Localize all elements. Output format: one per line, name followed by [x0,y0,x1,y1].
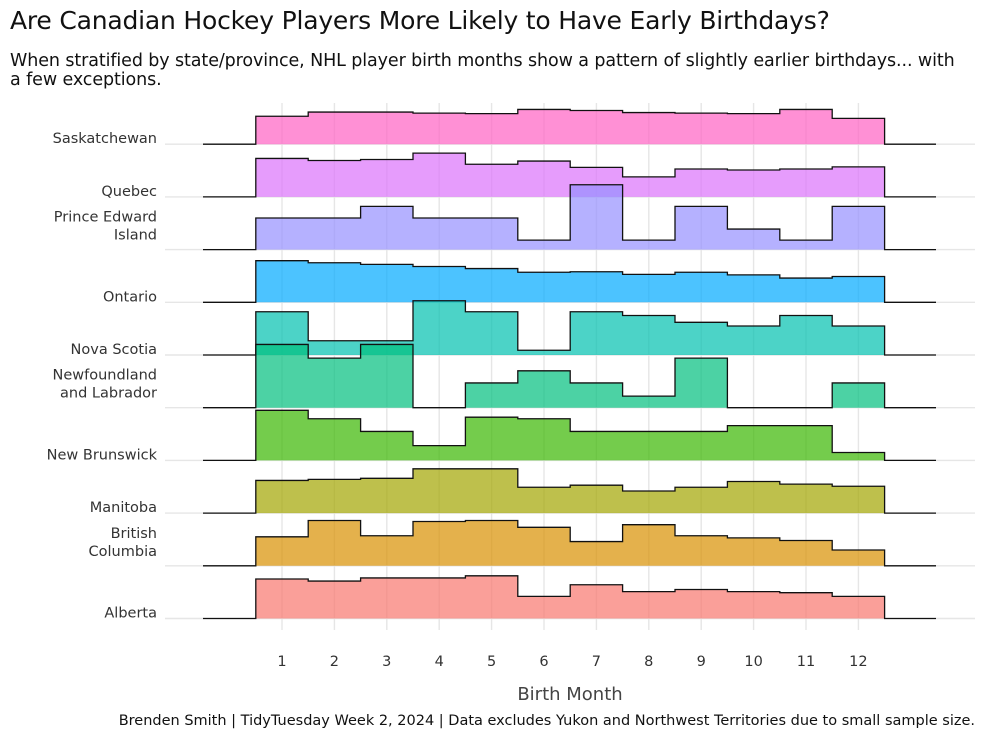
ridge-line-saskatchewan [203,108,936,145]
chart-subtitle: When stratified by state/province, NHL p… [10,51,955,90]
ridge-line-quebec [203,152,936,198]
y-label-prince-edward-island: Prince Edward Island [54,210,157,244]
ridge-line-manitoba [203,468,936,514]
ridge-fill-ontario [255,260,885,303]
x-tick-9: 9 [697,654,706,670]
y-label-british-columbia: British Columbia [89,526,157,560]
ridge-fill-manitoba [255,468,885,514]
y-label-ontario: Ontario [103,289,157,305]
y-label-manitoba: Manitoba [90,500,157,516]
x-tick-11: 11 [797,654,815,670]
x-axis-title: Birth Month [517,684,622,705]
x-tick-12: 12 [849,654,867,670]
x-tick-6: 6 [539,654,548,670]
x-tick-4: 4 [435,654,444,670]
ridge-line-newfoundland-and-labrador [203,343,936,409]
y-label-new-brunswick: New Brunswick [47,447,158,463]
x-tick-2: 2 [330,654,339,670]
ridge-line-alberta [203,575,936,620]
ridge-fill-saskatchewan [255,109,885,145]
x-tick-10: 10 [744,654,762,670]
y-label-nova-scotia: Nova Scotia [71,342,157,358]
ridge-line-british-columbia [203,519,936,567]
y-label-saskatchewan: Saskatchewan [53,131,157,147]
y-label-alberta: Alberta [104,606,157,622]
ridge-line-nova-scotia [203,300,936,356]
x-tick-7: 7 [592,654,601,670]
x-axis-ticks: 1 2 3 4 5 6 7 8 9 10 11 12 [277,654,867,670]
chart-title: Are Canadian Hockey Players More Likely … [10,6,830,35]
ridges [203,108,936,620]
ridge-line-prince-edward-island [203,184,936,251]
x-tick-1: 1 [277,654,286,670]
x-tick-5: 5 [487,654,496,670]
y-label-quebec: Quebec [101,184,157,200]
ridge-fill-quebec [255,153,885,197]
y-axis-labels: Saskatchewan Quebec Prince Edward Island Ont… [47,131,158,621]
x-tick-3: 3 [382,654,391,670]
ridge-line-ontario [203,260,936,303]
x-tick-8: 8 [644,654,653,670]
ridge-fill-new-brunswick [255,410,885,461]
ridge-fill-alberta [255,575,885,619]
ridge-line-new-brunswick [203,409,936,462]
y-label-newfoundland-and-labrador: Newfoundland and Labrador [53,368,158,402]
chart-caption: Brenden Smith | TidyTuesday Week 2, 2024… [118,713,975,729]
